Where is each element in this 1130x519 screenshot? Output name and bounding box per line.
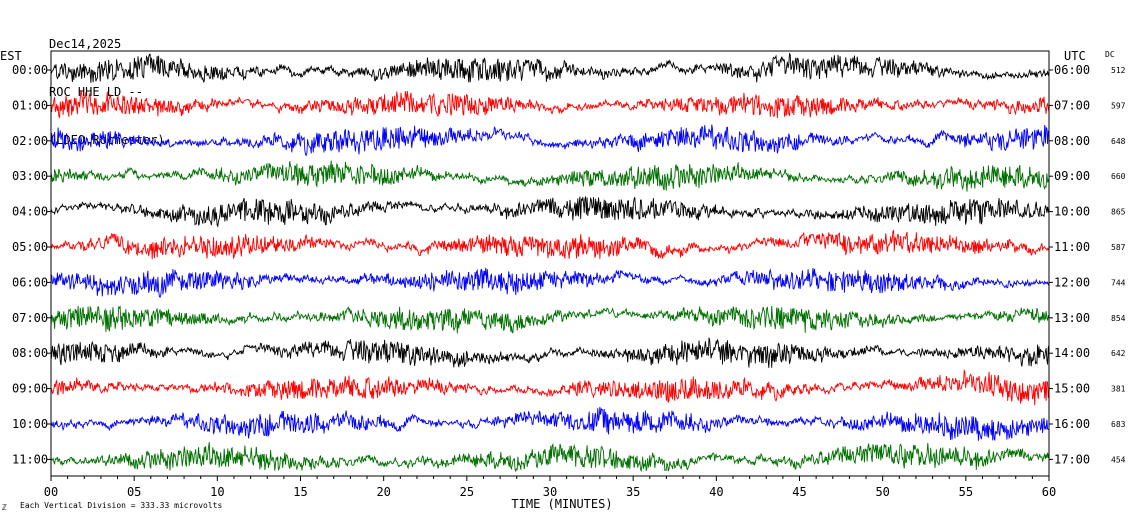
- x-tick-label: 55: [959, 485, 973, 499]
- est-label: 05:00: [12, 240, 48, 254]
- x-tick-label: 50: [875, 485, 889, 499]
- utc-label: 11:00: [1054, 240, 1090, 254]
- utc-label: 13:00: [1054, 311, 1090, 325]
- tick-group: [47, 69, 1053, 481]
- dc-value: 454: [1111, 455, 1126, 464]
- x-tick-label: 05: [127, 485, 141, 499]
- utc-labels: 06:00 07:00 08:00 09:00 10:00 11:00 12:00 13:00…: [1054, 63, 1090, 466]
- utc-label: 10:00: [1054, 205, 1090, 219]
- x-tick-label: 15: [293, 485, 307, 499]
- utc-label: 09:00: [1054, 169, 1090, 183]
- dc-value: 642: [1111, 349, 1126, 358]
- dc-value: 381: [1111, 385, 1126, 394]
- est-label: 04:00: [12, 205, 48, 219]
- dc-value: 854: [1111, 314, 1126, 323]
- dc-value: 512: [1111, 66, 1126, 75]
- trace-line: [50, 124, 1050, 157]
- dc-value: 648: [1111, 137, 1126, 146]
- trace-line: [50, 337, 1050, 368]
- x-tick-label: 25: [460, 485, 474, 499]
- est-label: 06:00: [12, 275, 48, 289]
- trace-line: [50, 90, 1050, 119]
- utc-label: 17:00: [1054, 452, 1090, 466]
- est-axis-title: EST: [0, 49, 22, 63]
- plot-frame: [50, 50, 1050, 477]
- utc-label: 08:00: [1054, 134, 1090, 148]
- est-label: 03:00: [12, 169, 48, 183]
- est-label: 07:00: [12, 311, 48, 325]
- trace-line: [50, 305, 1050, 334]
- x-tick-label: 35: [626, 485, 640, 499]
- est-label: 02:00: [12, 134, 48, 148]
- est-label: 00:00: [12, 63, 48, 77]
- dc-value: 683: [1111, 420, 1126, 429]
- trace-line: [50, 52, 1050, 83]
- trace-line: [50, 195, 1050, 228]
- x-tick-label: 30: [543, 485, 557, 499]
- est-label: 09:00: [12, 382, 48, 396]
- dc-value: 660: [1111, 172, 1126, 181]
- est-label: 11:00: [12, 452, 48, 466]
- x-tick-label: 45: [792, 485, 806, 499]
- trace-line: [50, 267, 1050, 299]
- trace-line: [50, 368, 1050, 406]
- dc-labels: 512 597 648 660 865 587 744 854 642 381 683 454: [1111, 66, 1126, 464]
- est-labels: 00:00 01:00 02:00 03:00 04:00 05:00 06:00 07:00…: [12, 63, 48, 466]
- x-tick-label: 60: [1042, 485, 1056, 499]
- utc-label: 12:00: [1054, 275, 1090, 289]
- footer-mark: ℤ: [2, 503, 7, 512]
- x-tick-label: 00: [44, 485, 58, 499]
- utc-label: 06:00: [1054, 63, 1090, 77]
- header: Dec14,2025 ROC HHE LD -- (LDEO,Rochester…: [49, 4, 165, 164]
- est-label: 08:00: [12, 346, 48, 360]
- utc-axis-title: UTC: [1064, 49, 1086, 63]
- dc-value: 587: [1111, 243, 1126, 252]
- x-axis-title: TIME (MINUTES): [511, 497, 612, 511]
- utc-label: 07:00: [1054, 98, 1090, 112]
- trace-group: [50, 52, 1050, 473]
- est-label: 10:00: [12, 417, 48, 431]
- x-tick-label: 10: [210, 485, 224, 499]
- scale-note: Each Vertical Division = 333.33 microvol…: [20, 501, 222, 510]
- est-label: 01:00: [12, 98, 48, 112]
- dc-column-title: DC: [1105, 50, 1115, 59]
- date-label: Dec14,2025: [49, 37, 122, 51]
- trace-line: [50, 229, 1050, 260]
- utc-label: 16:00: [1054, 417, 1090, 431]
- trace-line: [50, 406, 1050, 442]
- utc-label: 14:00: [1054, 346, 1090, 360]
- utc-label: 15:00: [1054, 382, 1090, 396]
- dc-value: 744: [1111, 278, 1126, 287]
- dc-value: 865: [1111, 208, 1126, 217]
- trace-line: [50, 160, 1050, 192]
- x-tick-labels: 00 05 10 15 20 25 30 35 40 45 50 55 60: [44, 485, 1056, 499]
- x-tick-label: 20: [376, 485, 390, 499]
- x-tick-label: 40: [709, 485, 723, 499]
- trace-line: [50, 442, 1050, 473]
- dc-value: 597: [1111, 101, 1126, 110]
